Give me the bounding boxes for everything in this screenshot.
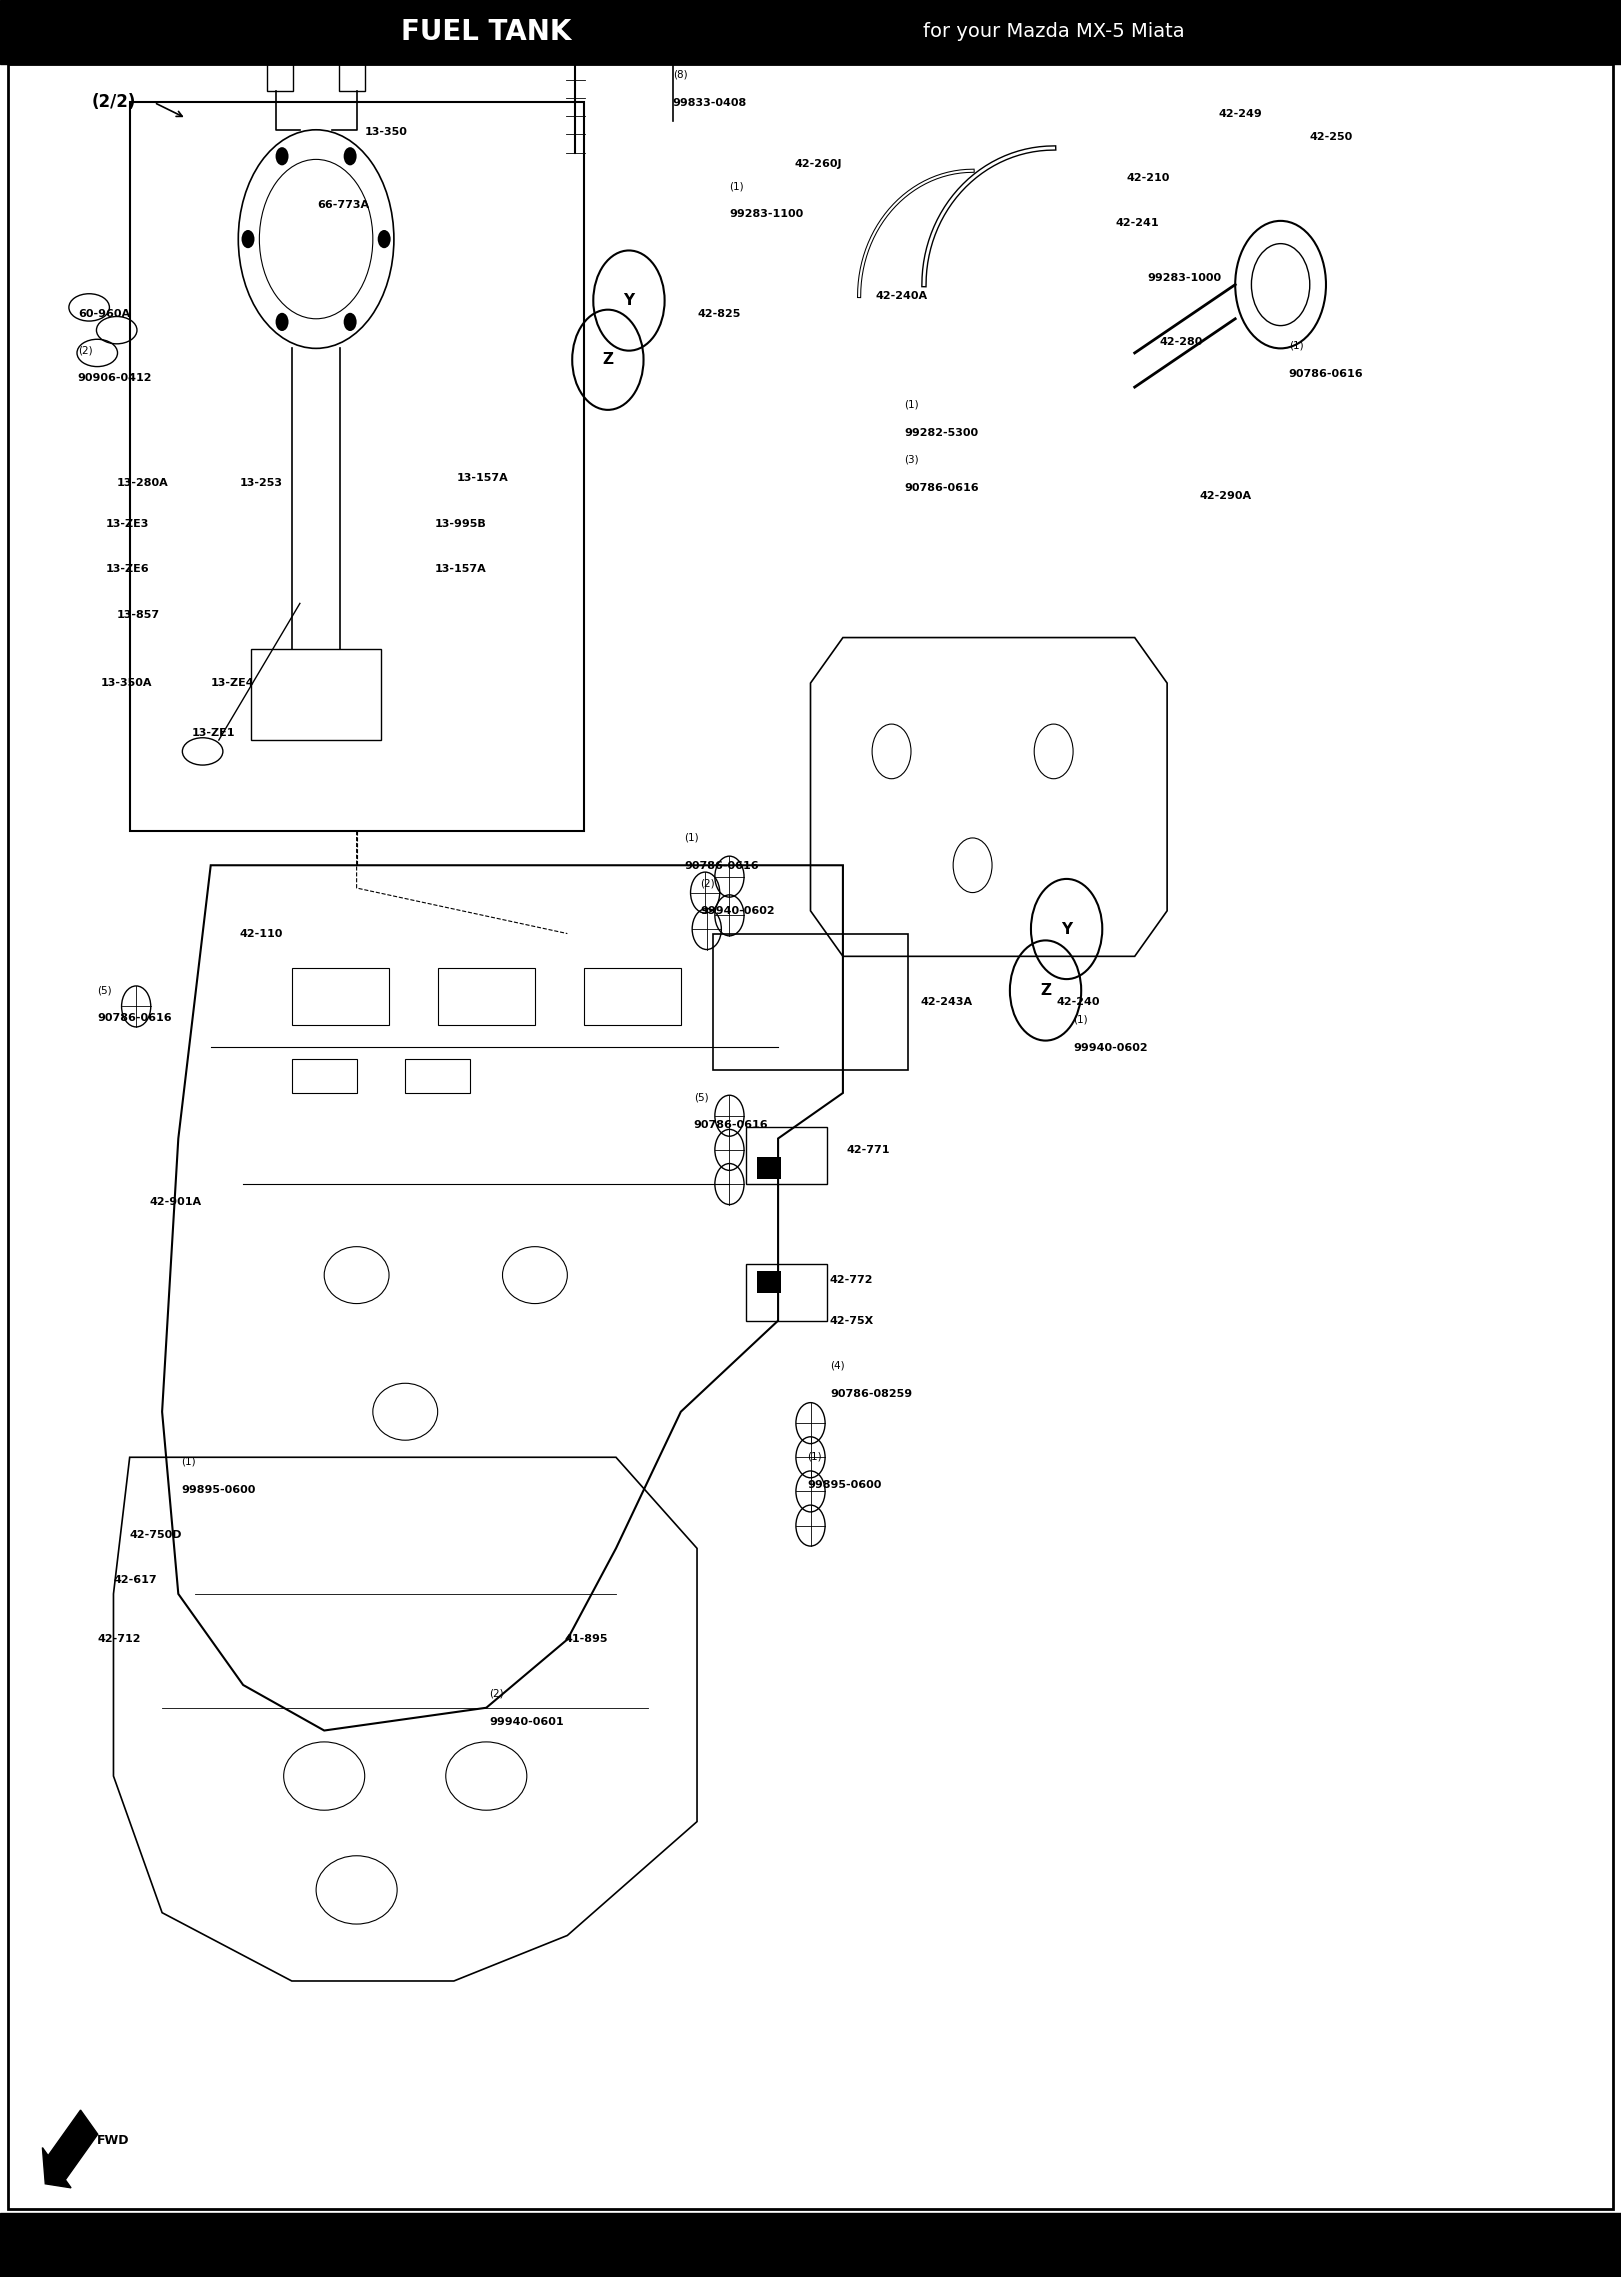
Text: 60-960A: 60-960A	[78, 310, 130, 319]
Text: 42-250: 42-250	[1310, 132, 1354, 141]
Text: 42-210: 42-210	[1127, 173, 1170, 182]
Bar	[339, 64, 365, 91]
Bar	[292, 1059, 357, 1093]
Text: 13-253: 13-253	[240, 478, 284, 487]
Text: Z: Z	[603, 353, 613, 367]
Text: 99282-5300: 99282-5300	[905, 428, 979, 437]
Text: 13-995B: 13-995B	[434, 519, 486, 528]
Text: 42-240A: 42-240A	[875, 291, 927, 301]
Bar	[292, 968, 389, 1025]
Text: (2): (2)	[490, 1690, 504, 1699]
Text: 42-901A: 42-901A	[149, 1198, 201, 1207]
Text: 99940-0602: 99940-0602	[700, 906, 775, 915]
Text: 13-280A: 13-280A	[117, 478, 169, 487]
Text: 42-241: 42-241	[1115, 219, 1159, 228]
Text: 13-157A: 13-157A	[457, 474, 509, 483]
Text: 13-ZE1: 13-ZE1	[191, 729, 235, 738]
Text: 90906-0412: 90906-0412	[78, 373, 152, 383]
Text: FWD: FWD	[97, 2134, 130, 2147]
Text: 99940-0601: 99940-0601	[490, 1717, 564, 1726]
Text: 99283-1100: 99283-1100	[729, 209, 804, 219]
Text: 90786-0616: 90786-0616	[694, 1120, 768, 1129]
Circle shape	[276, 148, 289, 166]
Text: 42-290A: 42-290A	[1200, 492, 1251, 501]
Bar	[405, 1059, 470, 1093]
Bar	[713, 934, 908, 1070]
Text: 90786-0616: 90786-0616	[905, 483, 979, 492]
Text: 90786-08259: 90786-08259	[830, 1389, 913, 1398]
Circle shape	[344, 312, 357, 330]
Circle shape	[276, 312, 289, 330]
Text: 66-773A: 66-773A	[318, 200, 370, 209]
Text: (1): (1)	[1073, 1016, 1088, 1025]
Text: FUEL TANK: FUEL TANK	[400, 18, 572, 46]
Text: 13-350: 13-350	[365, 128, 407, 137]
Text: 42-75X: 42-75X	[830, 1316, 874, 1325]
Text: 42-110: 42-110	[240, 929, 284, 938]
Bar	[757, 1157, 781, 1179]
Bar	[0, 2213, 1621, 2277]
Text: (1): (1)	[905, 401, 919, 410]
Text: (2/2): (2/2)	[91, 93, 136, 112]
Bar	[438, 968, 535, 1025]
Bar	[267, 64, 293, 91]
Text: (1): (1)	[182, 1457, 196, 1466]
Text: for your Mazda MX-5 Miata: for your Mazda MX-5 Miata	[922, 23, 1185, 41]
Text: Y: Y	[624, 294, 634, 307]
Circle shape	[242, 230, 254, 248]
Text: (2): (2)	[700, 879, 715, 888]
Text: 42-750D: 42-750D	[130, 1530, 182, 1539]
FancyArrow shape	[42, 2111, 97, 2188]
Text: 42-260J: 42-260J	[794, 159, 841, 168]
Text: 99283-1000: 99283-1000	[1148, 273, 1222, 282]
Text: (2): (2)	[78, 346, 92, 355]
Text: 41-895: 41-895	[564, 1635, 608, 1644]
Text: 99895-0600: 99895-0600	[182, 1485, 256, 1494]
Bar	[0, 0, 1621, 64]
Bar	[746, 1264, 827, 1321]
Circle shape	[378, 230, 391, 248]
Text: (5): (5)	[97, 986, 112, 995]
Text: 13-ZE6: 13-ZE6	[105, 565, 149, 574]
Text: 42-617: 42-617	[113, 1576, 157, 1585]
Text: 13-ZE4: 13-ZE4	[211, 679, 254, 688]
Text: (1): (1)	[1289, 342, 1303, 351]
Text: Y: Y	[1062, 922, 1071, 936]
Text: 90786-0616: 90786-0616	[1289, 369, 1363, 378]
Text: 90786-0616: 90786-0616	[684, 861, 759, 870]
Text: 42-243A: 42-243A	[921, 997, 973, 1006]
Text: 42-249: 42-249	[1219, 109, 1263, 118]
Text: 42-280: 42-280	[1159, 337, 1203, 346]
Circle shape	[344, 148, 357, 166]
Bar	[130, 102, 584, 831]
Bar	[757, 1271, 781, 1293]
Text: 99833-0408: 99833-0408	[673, 98, 747, 107]
Bar	[746, 1127, 827, 1184]
Text: (1): (1)	[684, 833, 699, 842]
Text: (5): (5)	[694, 1093, 708, 1102]
Text: (4): (4)	[830, 1362, 845, 1371]
Text: (1): (1)	[807, 1453, 822, 1462]
Text: (3): (3)	[905, 455, 919, 465]
Bar	[584, 968, 681, 1025]
Text: 42-771: 42-771	[846, 1145, 890, 1154]
Text: 42-712: 42-712	[97, 1635, 141, 1644]
Text: 13-157A: 13-157A	[434, 565, 486, 574]
Text: 99895-0600: 99895-0600	[807, 1480, 882, 1489]
Bar	[251, 649, 381, 740]
Text: 13-857: 13-857	[117, 610, 160, 619]
Text: 13-ZE3: 13-ZE3	[105, 519, 149, 528]
Text: 42-825: 42-825	[697, 310, 741, 319]
Text: 90786-0616: 90786-0616	[97, 1013, 172, 1022]
Text: (1): (1)	[729, 182, 744, 191]
Text: 13-350A: 13-350A	[101, 679, 152, 688]
Text: 99940-0602: 99940-0602	[1073, 1043, 1148, 1052]
Text: 42-240: 42-240	[1057, 997, 1101, 1006]
Text: (8): (8)	[673, 71, 687, 80]
Text: Z: Z	[1041, 984, 1050, 997]
Text: 42-772: 42-772	[830, 1275, 874, 1284]
